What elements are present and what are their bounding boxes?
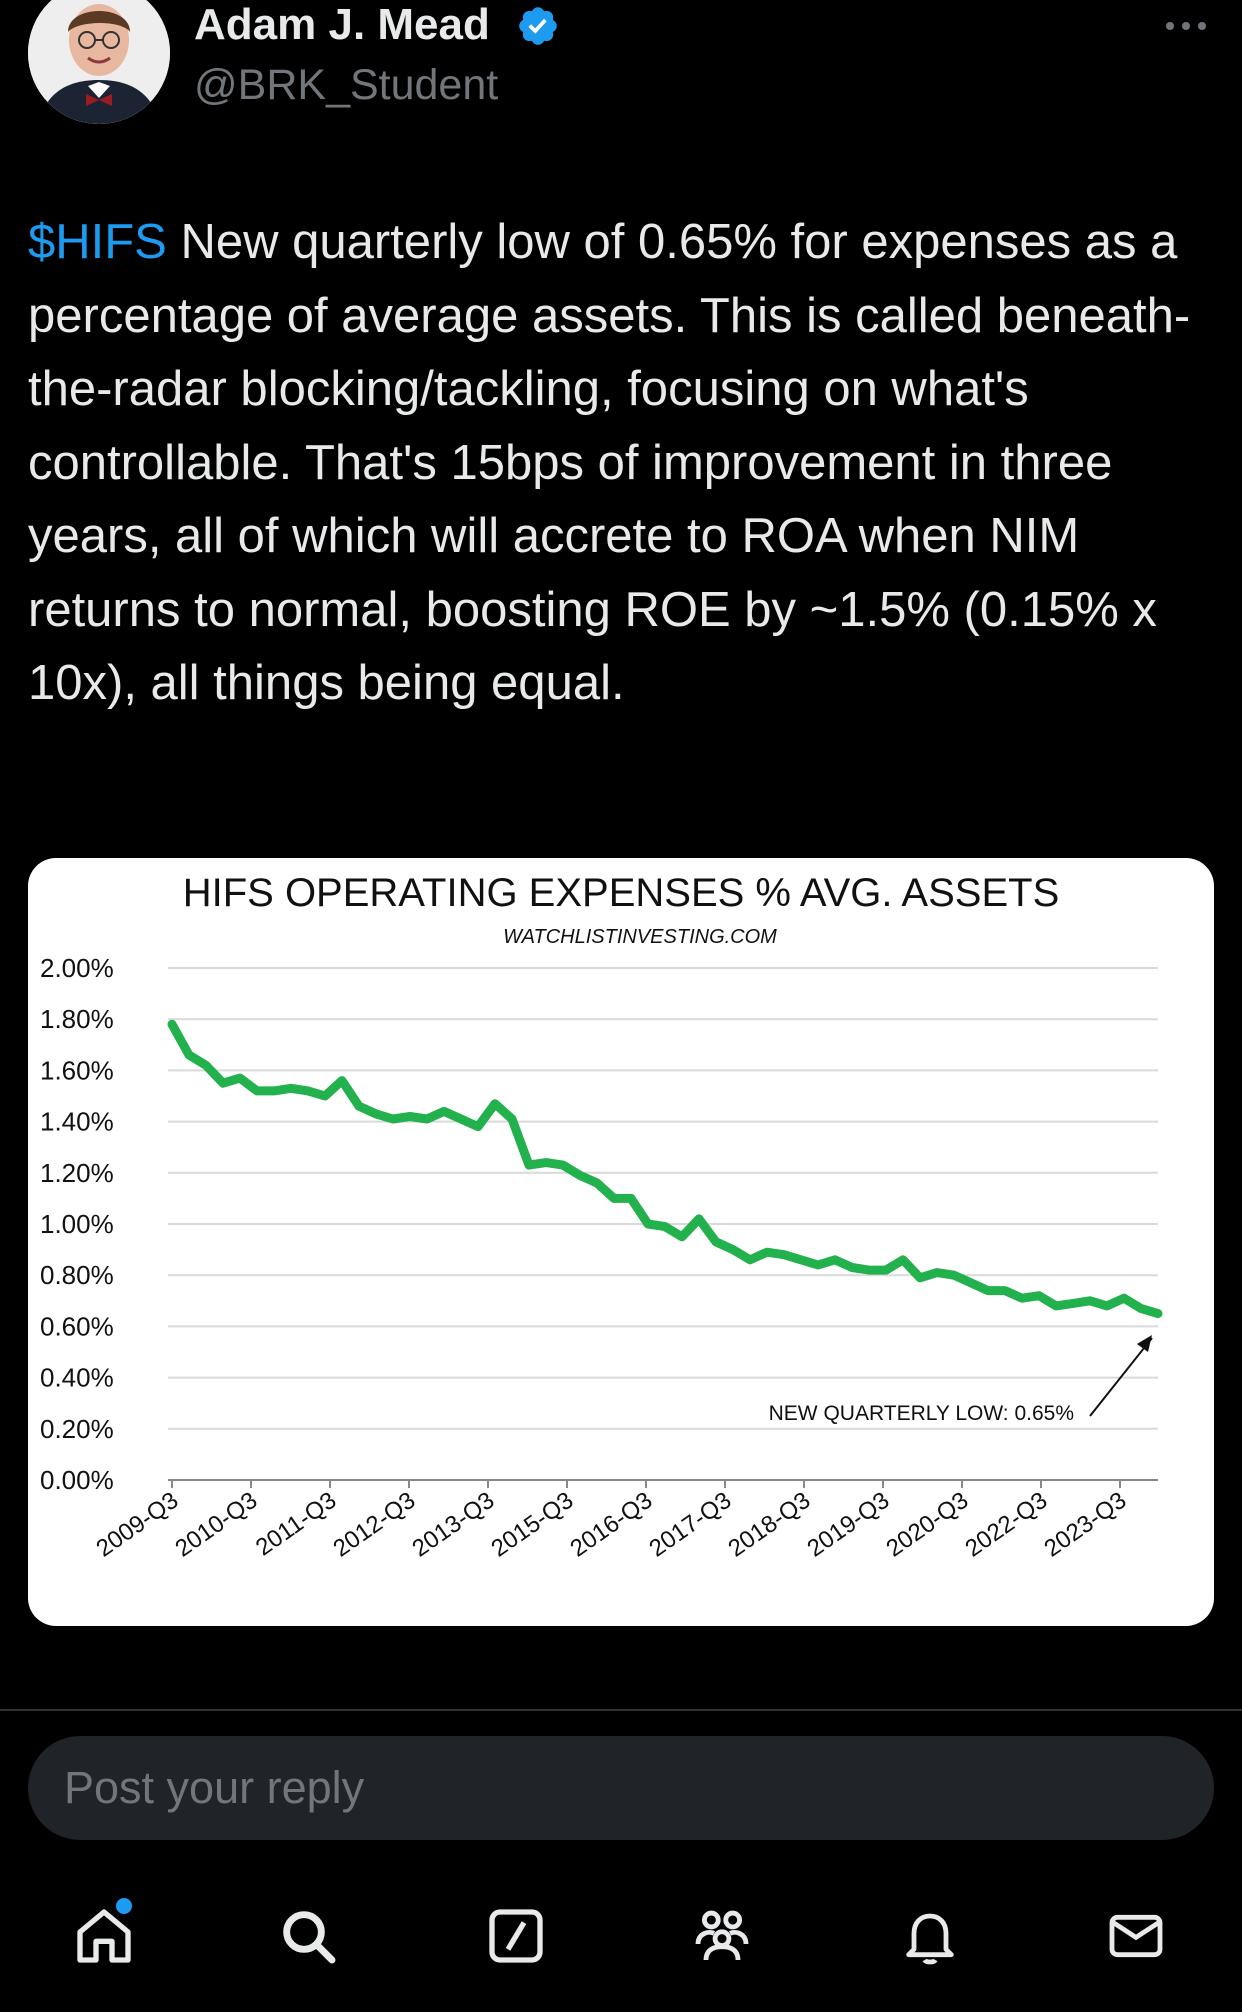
author-name[interactable]: Adam J. Mead	[194, 0, 490, 49]
chart-image[interactable]: HIFS OPERATING EXPENSES % AVG. ASSETS WA…	[28, 858, 1214, 1626]
y-tick-label: 1.40%	[40, 1107, 114, 1137]
chart-title: HIFS OPERATING EXPENSES % AVG. ASSETS	[183, 871, 1060, 915]
tab-communities[interactable]	[662, 1870, 782, 2012]
y-tick-label: 0.80%	[40, 1260, 114, 1290]
x-tick-label: 2020-Q3	[881, 1487, 973, 1563]
x-tick-label: 2012-Q3	[328, 1487, 420, 1563]
tab-messages[interactable]	[1076, 1870, 1196, 2012]
x-tick-label: 2016-Q3	[565, 1487, 657, 1563]
cashtag-link[interactable]: $HIFS	[28, 215, 167, 269]
communities-icon	[695, 1910, 749, 1961]
chart-annotation: NEW QUARTERLY LOW: 0.65%	[769, 1402, 1074, 1425]
chart-axes: 2.00% 1.80% 1.60% 1.40% 1.20% 1.00% 0.80% 0.60%…	[40, 953, 1131, 1562]
divider	[0, 1709, 1242, 1711]
post-header: Adam J. Mead @BRK_Student	[0, 0, 1242, 140]
y-tick-label: 1.00%	[40, 1209, 114, 1239]
bottom-tab-bar	[0, 1870, 1242, 2012]
y-tick-label: 0.60%	[40, 1311, 114, 1341]
messages-icon	[1109, 1914, 1163, 1958]
tab-grok[interactable]	[456, 1870, 576, 2012]
y-tick-label: 1.20%	[40, 1158, 114, 1188]
series-line	[167, 1019, 1163, 1319]
home-icon	[77, 1909, 131, 1963]
x-tick-label: 2017-Q3	[644, 1487, 736, 1563]
y-tick-label: 1.60%	[40, 1055, 114, 1085]
grok-icon	[489, 1909, 543, 1963]
x-tick-label: 2019-Q3	[802, 1487, 894, 1563]
avatar[interactable]	[28, 0, 170, 124]
y-tick-label: 1.80%	[40, 1004, 114, 1034]
y-tick-label: 0.00%	[40, 1465, 114, 1495]
notifications-icon	[906, 1913, 954, 1965]
verified-badge-icon[interactable]	[516, 4, 560, 48]
post-text: $HIFS New quarterly low of 0.65% for exp…	[28, 206, 1218, 721]
x-tick-label: 2009-Q3	[91, 1487, 183, 1563]
x-tick-label: 2018-Q3	[723, 1487, 815, 1563]
y-tick-label: 2.00%	[40, 953, 114, 983]
x-tick-label: 2023-Q3	[1039, 1487, 1131, 1563]
search-icon	[283, 1911, 336, 1964]
x-tick-label: 2011-Q3	[251, 1487, 342, 1562]
tab-search[interactable]	[248, 1870, 368, 2012]
y-tick-label: 0.40%	[40, 1363, 114, 1393]
x-tick-label: 2013-Q3	[407, 1487, 499, 1563]
reply-placeholder: Post your reply	[64, 1762, 365, 1813]
expense-ratio-chart: HIFS OPERATING EXPENSES % AVG. ASSETS WA…	[40, 871, 1163, 1562]
post-body: New quarterly low of 0.65% for expenses …	[28, 215, 1191, 710]
reply-input[interactable]: Post your reply	[28, 1736, 1214, 1840]
more-options-icon[interactable]	[1162, 4, 1210, 44]
y-tick-label: 0.20%	[40, 1414, 114, 1444]
x-tick-label: 2015-Q3	[486, 1487, 578, 1563]
chart-subtitle: WATCHLISTINVESTING.COM	[503, 926, 777, 948]
tab-notifications[interactable]	[870, 1870, 990, 2012]
chart-series	[167, 1019, 1163, 1319]
tab-home[interactable]	[44, 1870, 164, 2012]
x-tick-label: 2022-Q3	[960, 1487, 1052, 1563]
home-notification-dot	[116, 1898, 132, 1914]
annotation-arrowhead	[1137, 1335, 1152, 1352]
x-tick-label: 2010-Q3	[170, 1487, 262, 1563]
annotation-arrow	[1089, 1337, 1153, 1417]
author-handle[interactable]: @BRK_Student	[194, 61, 499, 109]
